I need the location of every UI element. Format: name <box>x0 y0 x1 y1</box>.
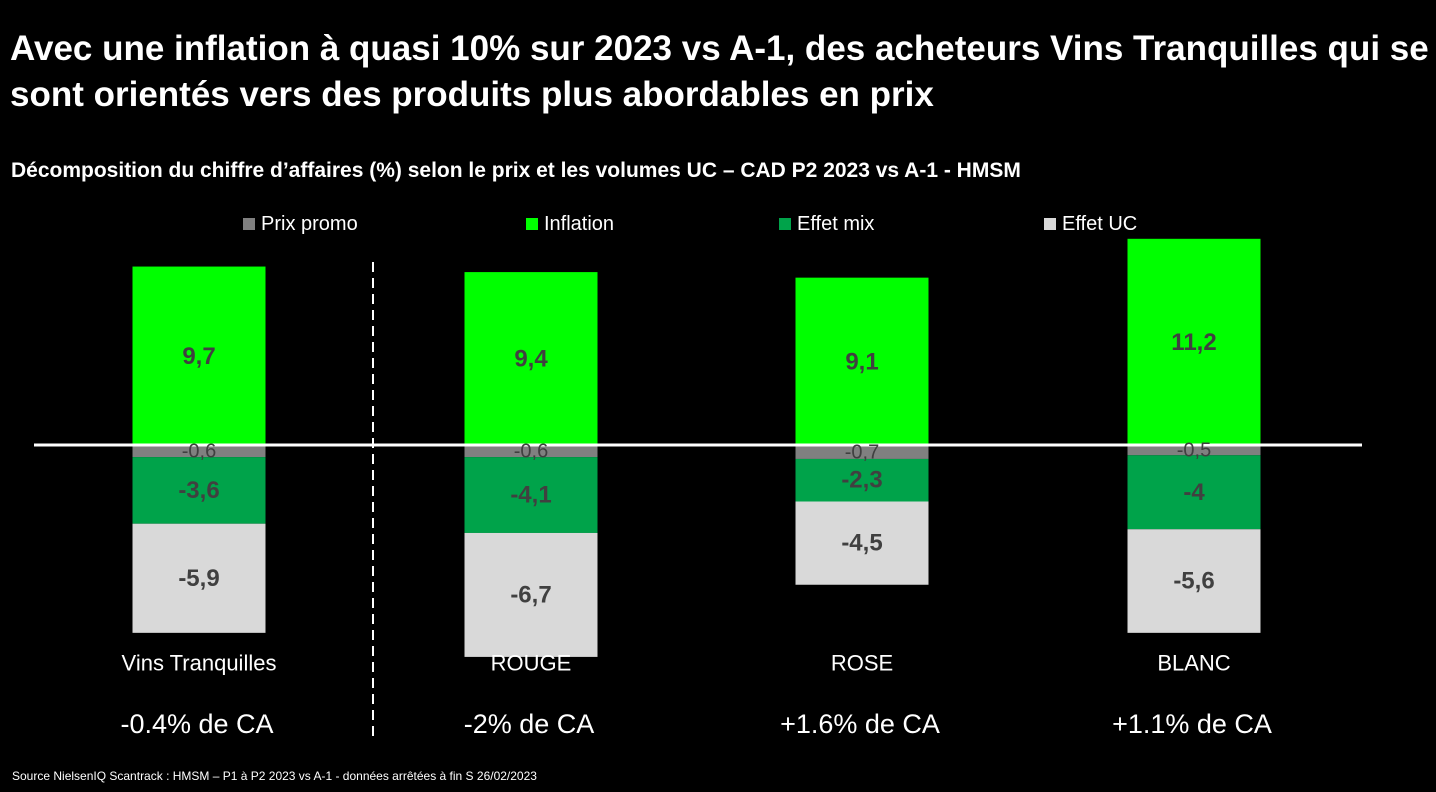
legend-swatch-effet-uc <box>1044 218 1056 230</box>
chart-subtitle: Décomposition du chiffre d’affaires (%) … <box>11 159 1021 182</box>
data-label-effet-mix-1: -4,1 <box>510 482 551 509</box>
bar-effet-mix-1 <box>464 457 598 533</box>
legend-item-prix-promo: Prix promo <box>243 211 358 237</box>
bar-effet-uc-3 <box>1127 529 1261 633</box>
bar-effet-uc-0 <box>132 523 266 633</box>
data-label-prix-promo-3: -0,5 <box>1177 440 1211 462</box>
category-label-3: BLANC <box>1157 651 1230 676</box>
legend-label-effet-uc: Effet UC <box>1062 212 1138 235</box>
legend-label-prix-promo: Prix promo <box>261 212 358 235</box>
bar-inflation-2 <box>795 277 929 446</box>
legend-item-effet-mix: Effet mix <box>779 211 874 237</box>
data-label-inflation-2: 9,1 <box>845 348 878 375</box>
bar-prix-promo-1 <box>464 446 598 458</box>
category-label-2: ROSE <box>831 651 893 676</box>
category-label-0: Vins Tranquilles <box>122 651 277 676</box>
data-label-inflation-3: 11,2 <box>1171 329 1216 356</box>
legend-label-effet-mix: Effet mix <box>797 212 875 235</box>
data-label-effet-uc-0: -5,9 <box>178 565 219 592</box>
bar-effet-uc-1 <box>464 532 598 657</box>
data-label-effet-mix-2: -2,3 <box>841 467 882 494</box>
bar-prix-promo-3 <box>1127 446 1261 456</box>
legend-item-effet-uc: Effet UC <box>1044 211 1137 237</box>
category-total-2: +1.6% de CA <box>780 709 940 739</box>
category-total-1: -2% de CA <box>464 709 595 739</box>
data-label-prix-promo-0: -0,6 <box>182 441 216 463</box>
data-label-effet-mix-3: -4 <box>1183 479 1205 506</box>
data-label-inflation-1: 9,4 <box>514 346 548 373</box>
page-title: Avec une inflation à quasi 10% sur 2023 … <box>10 29 1429 114</box>
bar-inflation-0 <box>132 266 266 446</box>
bar-inflation-3 <box>1127 238 1261 446</box>
bar-prix-promo-0 <box>132 446 266 458</box>
bar-effet-uc-2 <box>795 501 929 585</box>
bar-effet-mix-0 <box>132 457 266 524</box>
labels-group: 9,7 -0,6 -3,6 -5,9 Vins Tranquilles -0.4% de … <box>120 329 1271 739</box>
data-label-effet-uc-3: -5,6 <box>1173 568 1214 595</box>
category-total-3: +1.1% de CA <box>1112 709 1272 739</box>
data-label-prix-promo-1: -0,6 <box>514 441 548 463</box>
data-label-prix-promo-2: -0,7 <box>845 441 879 463</box>
legend-swatch-inflation <box>526 218 538 230</box>
category-label-1: ROUGE <box>491 651 572 676</box>
data-label-effet-mix-0: -3,6 <box>178 477 219 504</box>
bar-prix-promo-2 <box>795 446 929 459</box>
bar-effet-mix-3 <box>1127 455 1261 530</box>
bar-inflation-1 <box>464 272 598 446</box>
bar-effet-mix-2 <box>795 458 929 502</box>
data-label-effet-uc-2: -4,5 <box>841 530 882 557</box>
legend-swatch-prix-promo <box>243 218 255 230</box>
legend-swatch-effet-mix <box>779 218 791 230</box>
legend-item-inflation: Inflation <box>526 211 614 237</box>
source-note: Source NielsenIQ Scantrack : HMSM – P1 à… <box>12 769 537 783</box>
legend-label-inflation: Inflation <box>544 212 615 235</box>
bars-group <box>132 238 1261 657</box>
data-label-effet-uc-1: -6,7 <box>510 581 551 608</box>
data-label-inflation-0: 9,7 <box>182 343 215 370</box>
category-total-0: -0.4% de CA <box>120 709 273 739</box>
